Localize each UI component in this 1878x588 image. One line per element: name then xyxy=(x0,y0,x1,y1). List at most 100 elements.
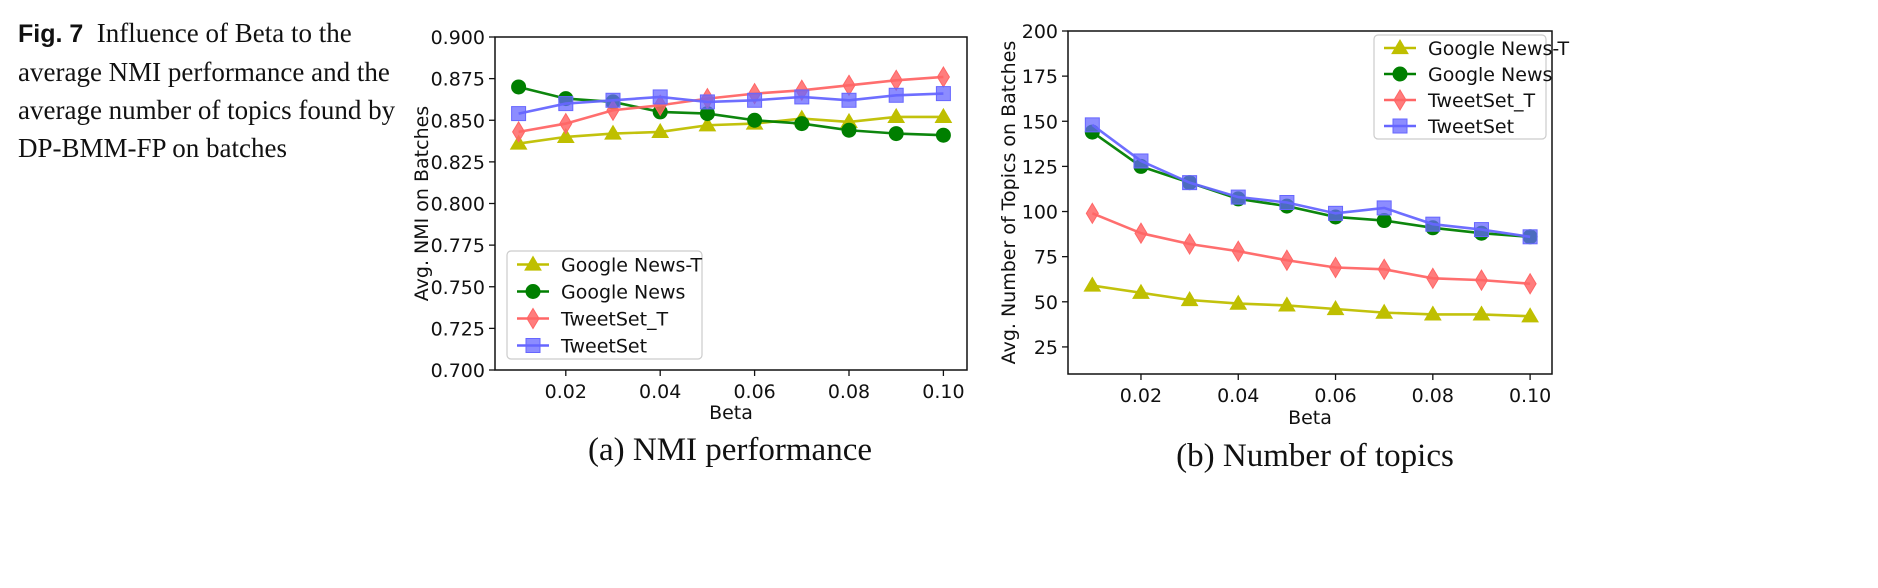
data-point xyxy=(1132,283,1150,299)
x-axis-label: Beta xyxy=(1288,407,1332,429)
legend-label: Google News-T xyxy=(561,255,702,277)
x-tick-label: 0.04 xyxy=(1217,385,1259,407)
data-point xyxy=(1375,303,1394,319)
legend-label: Google News xyxy=(1428,64,1552,86)
data-point xyxy=(1523,272,1537,295)
y-tick-label: 125 xyxy=(1022,156,1058,178)
legend-label: Google News-T xyxy=(1428,38,1569,60)
y-tick-label: 100 xyxy=(1022,202,1058,224)
data-point xyxy=(1084,117,1100,133)
data-point xyxy=(1231,240,1245,263)
x-axis-label: Beta xyxy=(709,402,753,424)
figure-caption-text: Influence of Beta to the average NMI per… xyxy=(18,18,396,163)
data-point xyxy=(651,122,670,139)
legend-marker xyxy=(1392,66,1408,82)
series-tweetset xyxy=(1084,117,1538,245)
y-tick-label: 0.750 xyxy=(431,277,485,299)
data-point xyxy=(841,122,857,138)
legend: Google News-T Google News TweetSet_T TweetS… xyxy=(1373,34,1569,140)
subfigure-caption: (b) Number of topics xyxy=(1176,438,1454,474)
data-point xyxy=(889,69,903,92)
legend-item: Google News-T xyxy=(517,255,702,277)
chart-topics: 0.02 0.04 0.06 0.08 0.10 25 50 75 100 125 150 175 20… xyxy=(998,21,1569,474)
data-point xyxy=(1328,205,1344,221)
data-point xyxy=(1426,267,1440,290)
series-line xyxy=(518,85,944,137)
data-point xyxy=(936,65,950,88)
legend-marker xyxy=(526,307,540,330)
data-point xyxy=(794,89,810,105)
x-tick-label: 0.04 xyxy=(639,381,681,403)
subfigure-caption: (a) NMI performance xyxy=(588,432,872,468)
legend-label: TweetSet xyxy=(560,336,647,358)
series-tweetset-t xyxy=(1085,202,1537,295)
data-point xyxy=(1230,189,1246,205)
series-line xyxy=(1091,212,1531,286)
x-tick-label: 0.10 xyxy=(1509,385,1551,407)
legend: Google News-T Google News TweetSet_T TweetS… xyxy=(506,250,703,360)
series-google-news xyxy=(511,79,951,143)
data-point xyxy=(888,87,904,103)
series-line xyxy=(518,115,944,145)
data-point xyxy=(888,126,904,142)
data-point xyxy=(556,127,575,143)
y-tick-label: 0.725 xyxy=(431,318,485,340)
data-point xyxy=(1425,216,1441,232)
data-point xyxy=(1423,305,1442,321)
data-point xyxy=(1473,222,1489,238)
y-tick-label: 0.850 xyxy=(431,110,485,132)
series-google-news xyxy=(1084,124,1538,245)
y-tick-label: 175 xyxy=(1022,66,1058,88)
data-point xyxy=(1328,256,1343,279)
data-point xyxy=(794,116,810,132)
data-point xyxy=(511,79,527,95)
data-point xyxy=(1133,153,1149,169)
legend-label: TweetSet_T xyxy=(560,309,669,331)
data-point xyxy=(1085,202,1099,225)
legend-item: TweetSet xyxy=(517,336,647,358)
data-point xyxy=(1326,300,1345,316)
data-point xyxy=(698,116,717,132)
y-tick-label: 0.825 xyxy=(431,152,485,174)
legend-marker xyxy=(1393,89,1407,111)
legend-marker xyxy=(525,284,541,299)
y-tick-label: 200 xyxy=(1022,21,1058,43)
x-tick-label: 0.06 xyxy=(733,381,775,403)
data-point xyxy=(1474,269,1489,292)
data-point xyxy=(604,124,622,140)
legend-item: TweetSet_T xyxy=(517,307,669,331)
legend-item: TweetSet xyxy=(1384,116,1514,138)
series-line xyxy=(518,75,944,134)
series-tweetset-t xyxy=(512,65,950,143)
y-tick-label: 0.875 xyxy=(431,69,485,91)
data-point xyxy=(1521,307,1539,323)
data-point xyxy=(1280,249,1294,272)
y-tick-label: 0.700 xyxy=(431,360,485,382)
y-tick-label: 150 xyxy=(1022,111,1058,133)
data-point xyxy=(699,94,715,110)
legend-item: Google News xyxy=(1384,64,1552,86)
plot-frame xyxy=(1067,30,1553,375)
data-point xyxy=(512,120,526,143)
legend-label: TweetSet_T xyxy=(1427,90,1536,112)
series-line xyxy=(1091,123,1531,239)
x-tick-label: 0.10 xyxy=(922,381,964,403)
legend-marker xyxy=(524,255,542,271)
data-point xyxy=(1472,305,1491,321)
y-tick-label: 75 xyxy=(1034,247,1058,269)
y-tick-label: 50 xyxy=(1034,292,1058,314)
legend-label: Google News xyxy=(561,282,685,304)
data-point xyxy=(1279,195,1295,210)
y-axis-label: Avg. NMI on Batches xyxy=(411,106,433,301)
data-point xyxy=(935,127,951,143)
series-tweetset xyxy=(511,86,951,122)
data-point xyxy=(747,112,763,128)
data-point xyxy=(1522,229,1538,245)
y-tick-label: 0.900 xyxy=(431,27,485,49)
data-point xyxy=(841,92,857,108)
y-tick-label: 0.775 xyxy=(431,235,485,257)
data-point xyxy=(1183,233,1197,255)
series-google-news-t xyxy=(509,107,953,150)
data-point xyxy=(1376,200,1392,216)
data-point xyxy=(559,112,573,135)
